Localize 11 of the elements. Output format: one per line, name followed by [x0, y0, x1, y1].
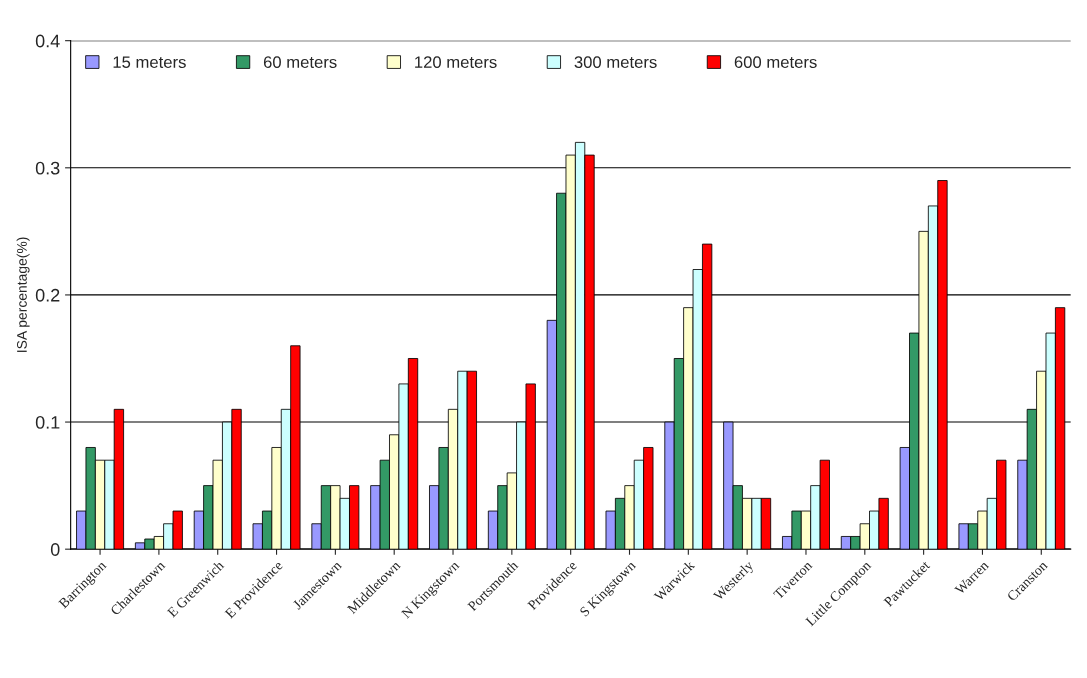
legend-label: 60 meters [263, 56, 337, 69]
y-axis-title: ISA percentage(%) [16, 237, 30, 352]
y-tick-label: 0.1 [35, 415, 60, 429]
legend-label: 600 meters [734, 56, 817, 69]
legend-label: 300 meters [574, 56, 657, 69]
y-tick-label: 0.3 [35, 161, 60, 175]
legend-label: 120 meters [415, 56, 497, 69]
y-tick-label: 0.4 [35, 34, 60, 48]
y-tick-label: 0.2 [35, 288, 60, 302]
y-tick-label: 0 [50, 543, 60, 556]
legend-label: 15 meters [113, 56, 186, 69]
